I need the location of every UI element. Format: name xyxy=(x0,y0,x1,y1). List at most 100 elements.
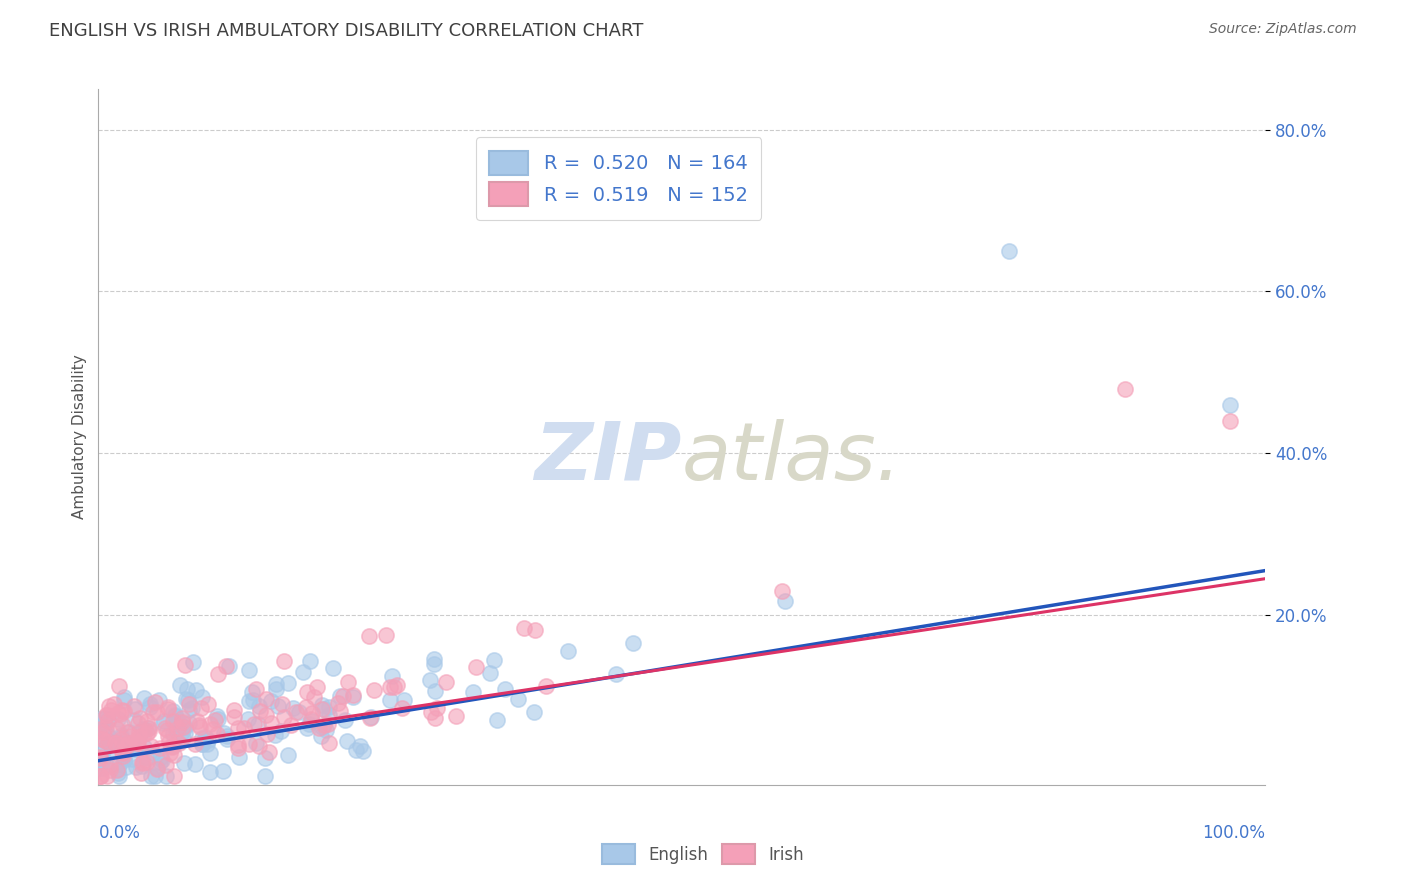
Point xyxy=(280,718,302,732)
Point xyxy=(138,721,160,735)
Point xyxy=(91,732,114,747)
Point xyxy=(89,722,111,736)
Point xyxy=(131,756,153,771)
Point xyxy=(89,712,111,726)
Point xyxy=(89,751,111,765)
Point xyxy=(142,705,165,719)
Point xyxy=(273,654,295,668)
Point xyxy=(197,733,219,747)
Point xyxy=(328,690,350,704)
Point xyxy=(136,756,159,770)
Point xyxy=(485,713,508,727)
Point xyxy=(156,700,179,714)
Point xyxy=(318,708,340,723)
Point xyxy=(318,736,340,750)
Point xyxy=(155,769,177,783)
Text: 0.0%: 0.0% xyxy=(98,824,141,842)
Point xyxy=(1219,414,1241,428)
Point xyxy=(108,707,131,722)
Point xyxy=(191,737,214,751)
Point xyxy=(385,678,408,692)
Point xyxy=(184,683,207,698)
Point xyxy=(188,720,211,734)
Point xyxy=(135,750,157,764)
Point xyxy=(107,679,129,693)
Point xyxy=(605,667,627,681)
Point xyxy=(297,721,319,735)
Point xyxy=(139,700,162,714)
Point xyxy=(156,702,179,716)
Point xyxy=(114,751,136,765)
Point xyxy=(104,736,127,750)
Point xyxy=(138,721,160,735)
Point xyxy=(423,657,446,671)
Point xyxy=(91,724,114,739)
Point xyxy=(434,675,457,690)
Point xyxy=(205,726,228,740)
Point xyxy=(198,746,221,760)
Point xyxy=(163,769,186,783)
Point xyxy=(247,739,270,753)
Y-axis label: Ambulatory Disability: Ambulatory Disability xyxy=(72,355,87,519)
Point xyxy=(191,737,214,751)
Point xyxy=(384,680,406,694)
Point xyxy=(107,765,129,780)
Point xyxy=(128,730,150,744)
Point xyxy=(423,683,446,698)
Point xyxy=(138,724,160,739)
Point xyxy=(238,694,260,708)
Point xyxy=(118,724,141,739)
Point xyxy=(267,698,290,713)
Point xyxy=(129,765,152,780)
Point xyxy=(172,720,194,734)
Point xyxy=(96,758,118,772)
Point xyxy=(179,716,201,731)
Point xyxy=(419,673,441,687)
Point xyxy=(167,736,190,750)
Point xyxy=(120,741,142,756)
Point xyxy=(135,726,157,740)
Point xyxy=(285,706,308,720)
Point xyxy=(380,669,402,683)
Point xyxy=(266,681,288,696)
Point xyxy=(336,734,359,748)
Point xyxy=(165,723,187,738)
Point xyxy=(479,665,502,680)
Point xyxy=(172,720,194,734)
Point xyxy=(202,722,225,736)
Point xyxy=(391,701,413,715)
Point xyxy=(115,725,138,739)
Point xyxy=(152,715,174,730)
Point xyxy=(97,736,120,750)
Point xyxy=(93,742,115,756)
Point xyxy=(218,658,240,673)
Point xyxy=(97,729,120,743)
Point xyxy=(195,737,218,751)
Point xyxy=(162,739,184,754)
Point xyxy=(160,739,183,753)
Point xyxy=(110,703,132,717)
Point xyxy=(134,723,156,738)
Point xyxy=(111,745,134,759)
Point xyxy=(311,729,333,743)
Point xyxy=(142,746,165,760)
Point xyxy=(141,769,163,783)
Legend: R =  0.520   N = 164, R =  0.519   N = 152: R = 0.520 N = 164, R = 0.519 N = 152 xyxy=(475,137,762,219)
Point xyxy=(305,680,328,694)
Point xyxy=(124,702,146,716)
Point xyxy=(312,718,335,732)
Point xyxy=(172,711,194,725)
Point xyxy=(260,716,283,731)
Point xyxy=(194,731,217,745)
Point xyxy=(426,701,449,715)
Point xyxy=(107,735,129,749)
Point xyxy=(226,741,249,756)
Point xyxy=(423,710,446,724)
Point xyxy=(446,708,468,723)
Point xyxy=(259,745,281,759)
Point xyxy=(534,679,557,693)
Point xyxy=(621,636,644,650)
Point xyxy=(420,705,443,719)
Point xyxy=(179,697,201,711)
Point xyxy=(254,707,277,722)
